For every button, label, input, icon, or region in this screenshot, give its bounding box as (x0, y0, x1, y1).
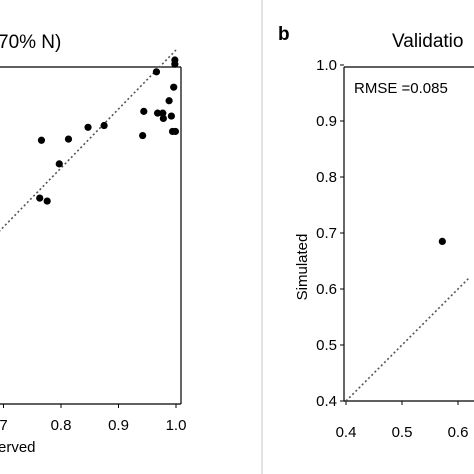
panel-a-points (36, 56, 180, 205)
panel-a-x-tick-label: 0.8 (51, 417, 72, 434)
panel-b-y-tick-label: 0.4 (316, 393, 337, 410)
panel-a-point-18 (36, 194, 44, 202)
panel-b-x-tick-label: 0.5 (392, 424, 413, 441)
panel-a-point-13 (171, 127, 180, 136)
panel-b-y-tick-label: 0.5 (316, 337, 337, 354)
panel-a-point-14 (139, 131, 147, 140)
panel-a-axes (0, 66, 182, 405)
panel-a-x-tick-label: 0.9 (108, 417, 129, 434)
panel-a-point-19 (43, 197, 51, 205)
panel-b: b Validatio Simulated 0.4 0.5 0.6 0.40.50.… (278, 24, 474, 441)
panel-a-point-7 (159, 109, 167, 117)
panel-a-point-17 (55, 160, 63, 168)
panel-a-point-9 (167, 112, 175, 120)
panel-a-point-3 (170, 83, 178, 91)
panel-b-letter: b (278, 24, 290, 45)
panel-b-y-tick-label: 0.7 (316, 225, 337, 242)
panel-a: 70% N) 7 0.8 0.9 1.0 erved (0, 32, 186, 456)
panel-b-point-0 (438, 237, 446, 245)
panel-b-y-tick-label: 1.0 (316, 57, 337, 74)
panel-a-point-1 (171, 60, 179, 68)
panel-b-axes (343, 66, 474, 402)
panel-a-point-8 (159, 114, 167, 123)
panel-a-x-axis-title: erved (0, 439, 36, 456)
panel-a-point-15 (37, 136, 46, 144)
panel-b-y-axis-title: Simulated (294, 234, 311, 301)
panel-a-point-2 (152, 68, 161, 76)
panel-b-y-tick-label: 0.8 (316, 169, 337, 186)
panel-a-point-10 (100, 121, 108, 130)
panel-a-x-tick-label: 1.0 (166, 417, 187, 434)
panel-b-reference-line (345, 277, 470, 402)
panel-b-rmse-annotation: RMSE =0.085 (354, 80, 448, 97)
panel-a-title: 70% N) (0, 32, 61, 53)
panel-a-one-to-one-line (0, 49, 177, 232)
panel-a-reference-line (0, 49, 177, 232)
panel-b-x-ticks: 0.4 0.5 0.6 (336, 401, 469, 441)
panel-a-x-tick-label: 7 (0, 417, 8, 434)
panel-b-y-ticks: 0.4 0.5 0.6 0.7 0.8 0.9 1.0 (316, 57, 344, 410)
panel-b-one-to-one-line (345, 277, 470, 402)
panel-b-y-tick-label: 0.6 (316, 281, 337, 298)
panel-b-x-tick-label: 0.6 (448, 424, 469, 441)
panel-b-title: Validatio (392, 31, 463, 52)
panel-a-point-4 (165, 97, 173, 105)
panel-b-points (438, 237, 446, 245)
panel-b-x-tick-label: 0.4 (336, 424, 357, 441)
panel-a-point-6 (154, 109, 162, 117)
panel-a-point-11 (84, 123, 92, 131)
panel-a-point-16 (64, 135, 73, 143)
panel-b-y-tick-label: 0.9 (316, 113, 337, 130)
panel-a-point-5 (140, 107, 148, 115)
panel-a-x-ticks: 7 0.8 0.9 1.0 (0, 404, 186, 434)
